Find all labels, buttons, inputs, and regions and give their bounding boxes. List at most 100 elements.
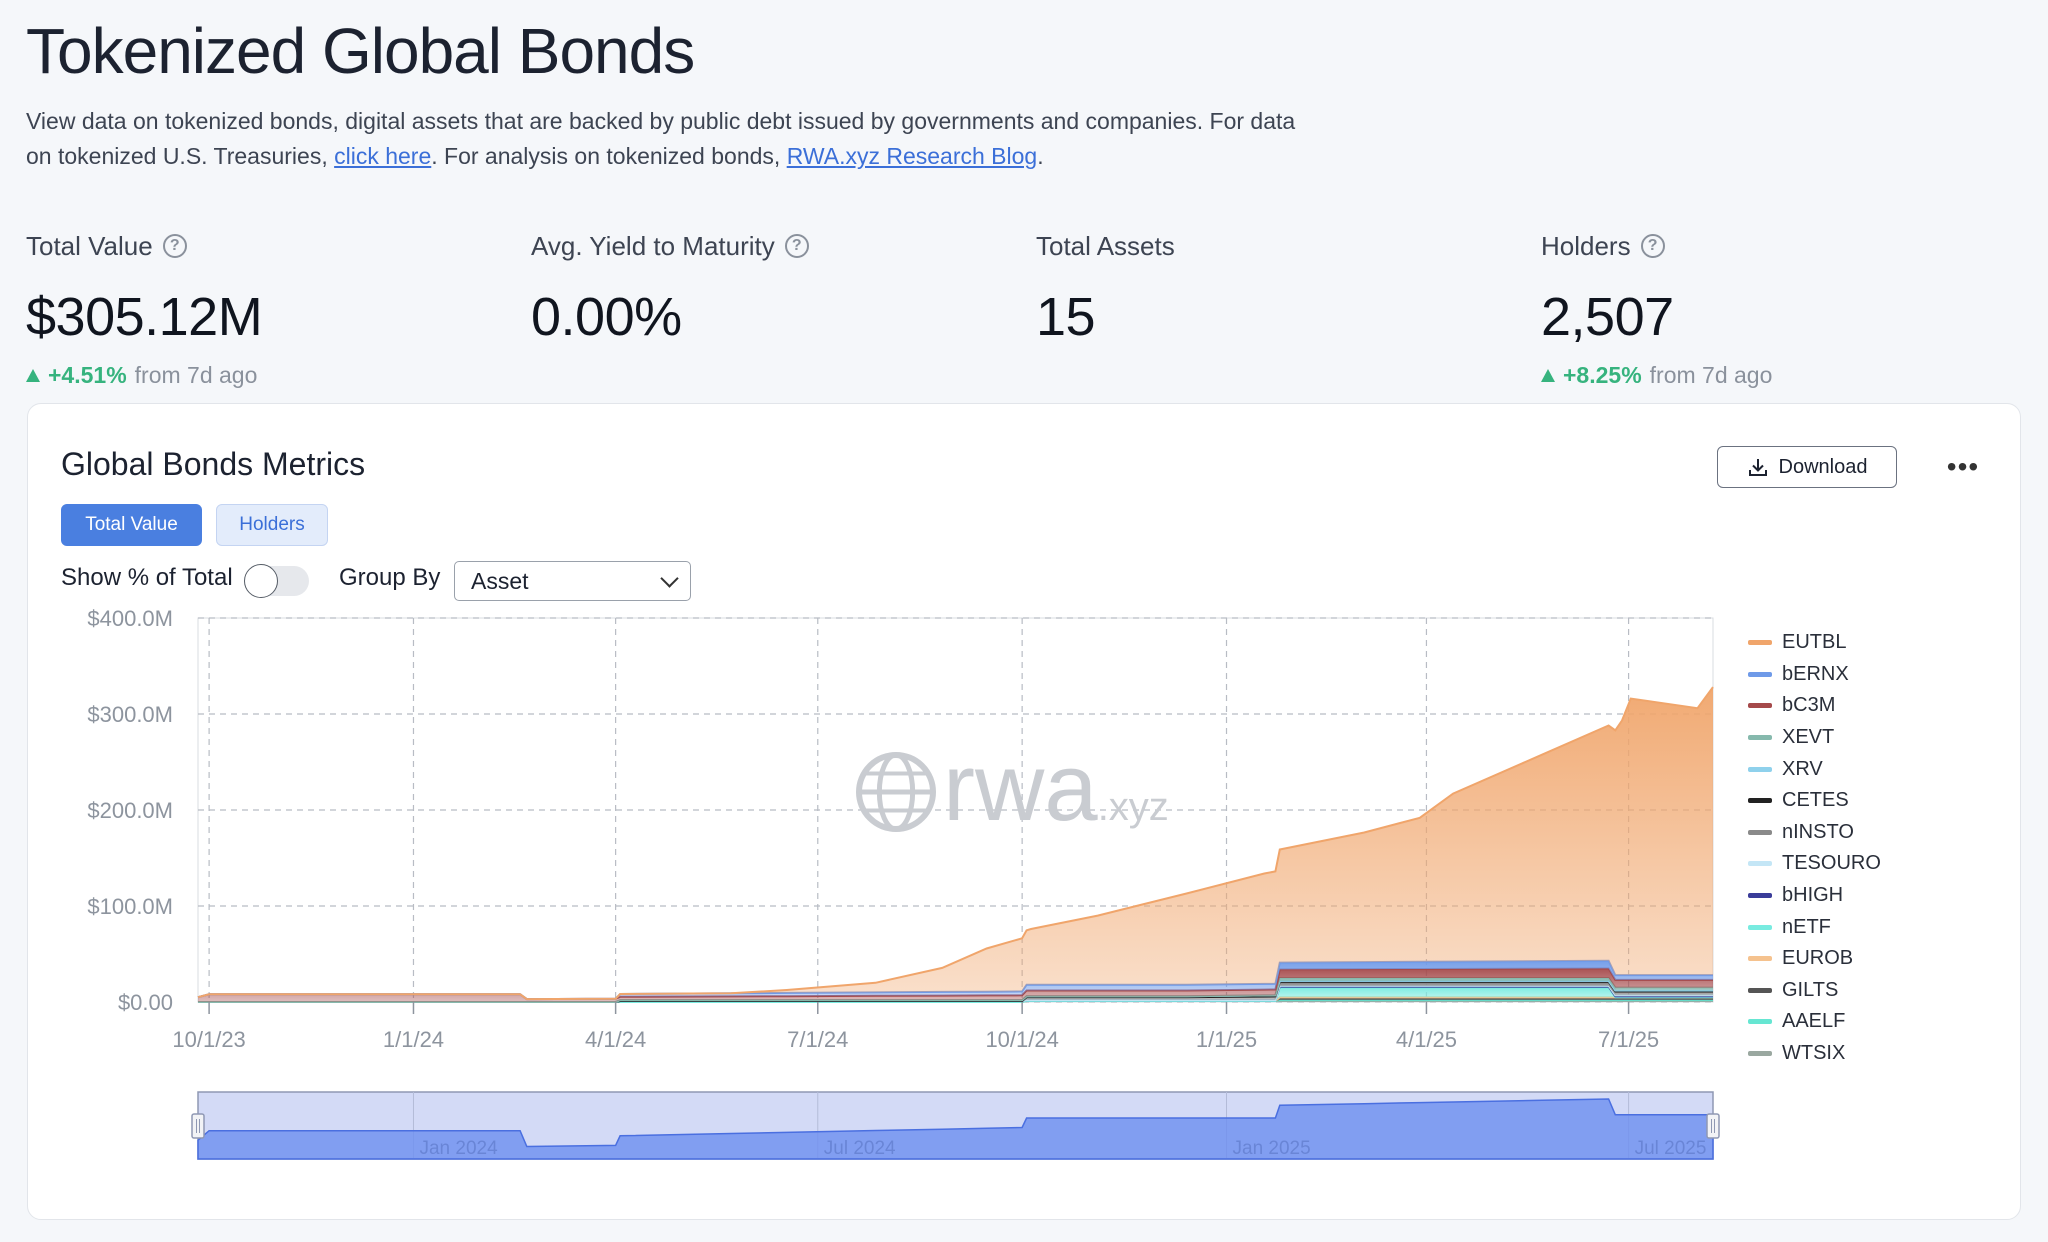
- stat-value: 0.00%: [531, 287, 682, 347]
- stat-label: Total Assets: [1036, 230, 1175, 261]
- legend-item-bC3M[interactable]: bC3M: [1748, 690, 1881, 722]
- help-icon[interactable]: ?: [162, 234, 187, 258]
- toggle-knob: [244, 564, 278, 598]
- help-icon[interactable]: ?: [784, 234, 809, 258]
- legend-item-CETES[interactable]: CETES: [1748, 785, 1881, 817]
- triangle-up-icon: [26, 369, 40, 382]
- description-text-2: . For analysis on tokenized bonds,: [431, 143, 787, 169]
- legend-item-bHIGH[interactable]: bHIGH: [1748, 880, 1881, 912]
- legend-label: XEVT: [1782, 726, 1835, 749]
- legend-label: bERNX: [1782, 662, 1849, 685]
- y-tick-label: $300.0M: [87, 702, 173, 727]
- show-percent-toggle[interactable]: [244, 564, 309, 598]
- chart-axes: $0.00 $100.0M $200.0M $300.0M $400.0M 10/1/23…: [87, 606, 1659, 1052]
- page-title: Tokenized Global Bonds: [26, 15, 695, 87]
- download-button[interactable]: Download: [1717, 446, 1897, 488]
- legend-item-nINSTO[interactable]: nINSTO: [1748, 817, 1881, 849]
- series-line-EUTBL: [197, 686, 1714, 1001]
- legend-item-EUROB[interactable]: EUROB: [1748, 943, 1881, 975]
- legend-swatch: [1748, 987, 1772, 993]
- legend-label: CETES: [1782, 789, 1849, 812]
- series-area-nINSTO: [198, 982, 1713, 1002]
- change-suffix: from 7d ago: [1649, 362, 1773, 388]
- stat-change: +8.25% from 7d ago: [1541, 362, 2021, 389]
- legend-swatch: [1748, 924, 1772, 930]
- legend-item-bERNX[interactable]: bERNX: [1748, 659, 1881, 691]
- chart-areas: [197, 686, 1714, 1003]
- stat-total-value: Total Value? $305.12M +4.51% from 7d ago: [26, 228, 506, 389]
- legend-item-GILTS[interactable]: GILTS: [1748, 975, 1881, 1007]
- range-navigator[interactable]: Jan 2024Jul 2024Jan 2025Jul 2025: [191, 1091, 1720, 1160]
- series-area-XEVT: [198, 978, 1713, 1002]
- legend-label: bHIGH: [1782, 884, 1844, 907]
- x-tick-label: 4/1/25: [1396, 1027, 1457, 1052]
- show-percent-label: Show % of Total: [61, 564, 233, 591]
- change-percent: +4.51%: [48, 362, 127, 388]
- legend-label: EUTBL: [1782, 631, 1847, 654]
- watermark-text: rwa.xyz: [943, 734, 1169, 841]
- legend-label: XRV: [1782, 757, 1823, 780]
- navigator-handle-left: [191, 1113, 205, 1139]
- y-tick-label: $100.0M: [87, 894, 173, 919]
- tab-total-value[interactable]: Total Value: [61, 504, 202, 546]
- legend-swatch: [1748, 798, 1772, 804]
- stat-avg-yield: Avg. Yield to Maturity? 0.00%: [531, 228, 1011, 348]
- legend-swatch: [1748, 703, 1772, 709]
- legend-swatch: [1748, 671, 1772, 677]
- stat-value: 15: [1036, 287, 1096, 347]
- group-by-label: Group By: [339, 564, 441, 591]
- stat-label: Total Value: [26, 230, 153, 261]
- group-by-select[interactable]: Asset: [454, 561, 691, 601]
- legend-swatch: [1748, 829, 1772, 835]
- legend-item-WTSIX[interactable]: WTSIX: [1748, 1038, 1881, 1070]
- change-percent: +8.25%: [1563, 362, 1642, 388]
- legend-label: TESOURO: [1782, 852, 1881, 875]
- legend-item-XEVT[interactable]: XEVT: [1748, 722, 1881, 754]
- chart-canvas: rwa.xyz $0.00 $100.0M $200.0M $300.0M $400.0…: [87, 606, 1720, 1160]
- legend-label: bC3M: [1782, 694, 1836, 717]
- y-tick-label: $0.00: [118, 990, 173, 1015]
- legend-swatch: [1748, 1051, 1772, 1057]
- legend-item-EUTBL[interactable]: EUTBL: [1748, 627, 1881, 659]
- treasuries-link[interactable]: click here: [334, 143, 432, 169]
- legend-swatch: [1748, 956, 1772, 962]
- series-area-nETF: [198, 987, 1713, 1002]
- card-title: Global Bonds Metrics: [61, 446, 366, 482]
- research-blog-link[interactable]: RWA.xyz Research Blog: [786, 143, 1038, 169]
- x-tick-label: 7/1/24: [787, 1027, 848, 1052]
- more-options-icon[interactable]: •••: [1946, 451, 1980, 482]
- legend-item-nETF[interactable]: nETF: [1748, 911, 1881, 943]
- chart-legend: EUTBL bERNX bC3M XEVT XRV CETES nINSTO TESOURO b…: [1748, 627, 1881, 1069]
- stat-holders: Holders? 2,507 +8.25% from 7d ago: [1541, 228, 2021, 389]
- description-text-3: .: [1037, 143, 1044, 169]
- legend-label: nETF: [1782, 915, 1831, 938]
- legend-label: EUROB: [1782, 947, 1854, 970]
- tab-holders[interactable]: Holders: [216, 504, 328, 546]
- legend-label: AAELF: [1782, 1010, 1846, 1033]
- legend-swatch: [1748, 893, 1772, 899]
- triangle-up-icon: [1541, 369, 1555, 382]
- stat-total-assets: Total Assets 15: [1036, 228, 1516, 348]
- legend-swatch: [1748, 1019, 1772, 1025]
- legend-item-XRV[interactable]: XRV: [1748, 753, 1881, 785]
- legend-swatch: [1748, 861, 1772, 867]
- group-by-value: Asset: [471, 567, 529, 594]
- metrics-card: Global Bonds Metrics Download ••• Total …: [27, 403, 2021, 1220]
- legend-item-AAELF[interactable]: AAELF: [1748, 1006, 1881, 1038]
- x-tick-label: 1/1/24: [383, 1027, 444, 1052]
- legend-swatch: [1748, 640, 1772, 646]
- stat-label: Holders: [1541, 230, 1631, 261]
- x-tick-label: 7/1/25: [1598, 1027, 1659, 1052]
- x-tick-label: 10/1/24: [985, 1027, 1058, 1052]
- change-suffix: from 7d ago: [134, 362, 258, 388]
- series-area-bC3M: [198, 968, 1713, 1002]
- download-label: Download: [1778, 455, 1868, 478]
- description-text-1: View data on tokenized bonds, digital as…: [26, 108, 1296, 169]
- navigator-handle-right: [1706, 1113, 1720, 1139]
- stat-label: Avg. Yield to Maturity: [531, 230, 775, 261]
- series-area-EUTBL: [198, 687, 1713, 1000]
- series-area-bERNX: [198, 960, 1713, 1000]
- help-icon[interactable]: ?: [1640, 234, 1665, 258]
- legend-label: WTSIX: [1782, 1042, 1846, 1065]
- legend-item-TESOURO[interactable]: TESOURO: [1748, 848, 1881, 880]
